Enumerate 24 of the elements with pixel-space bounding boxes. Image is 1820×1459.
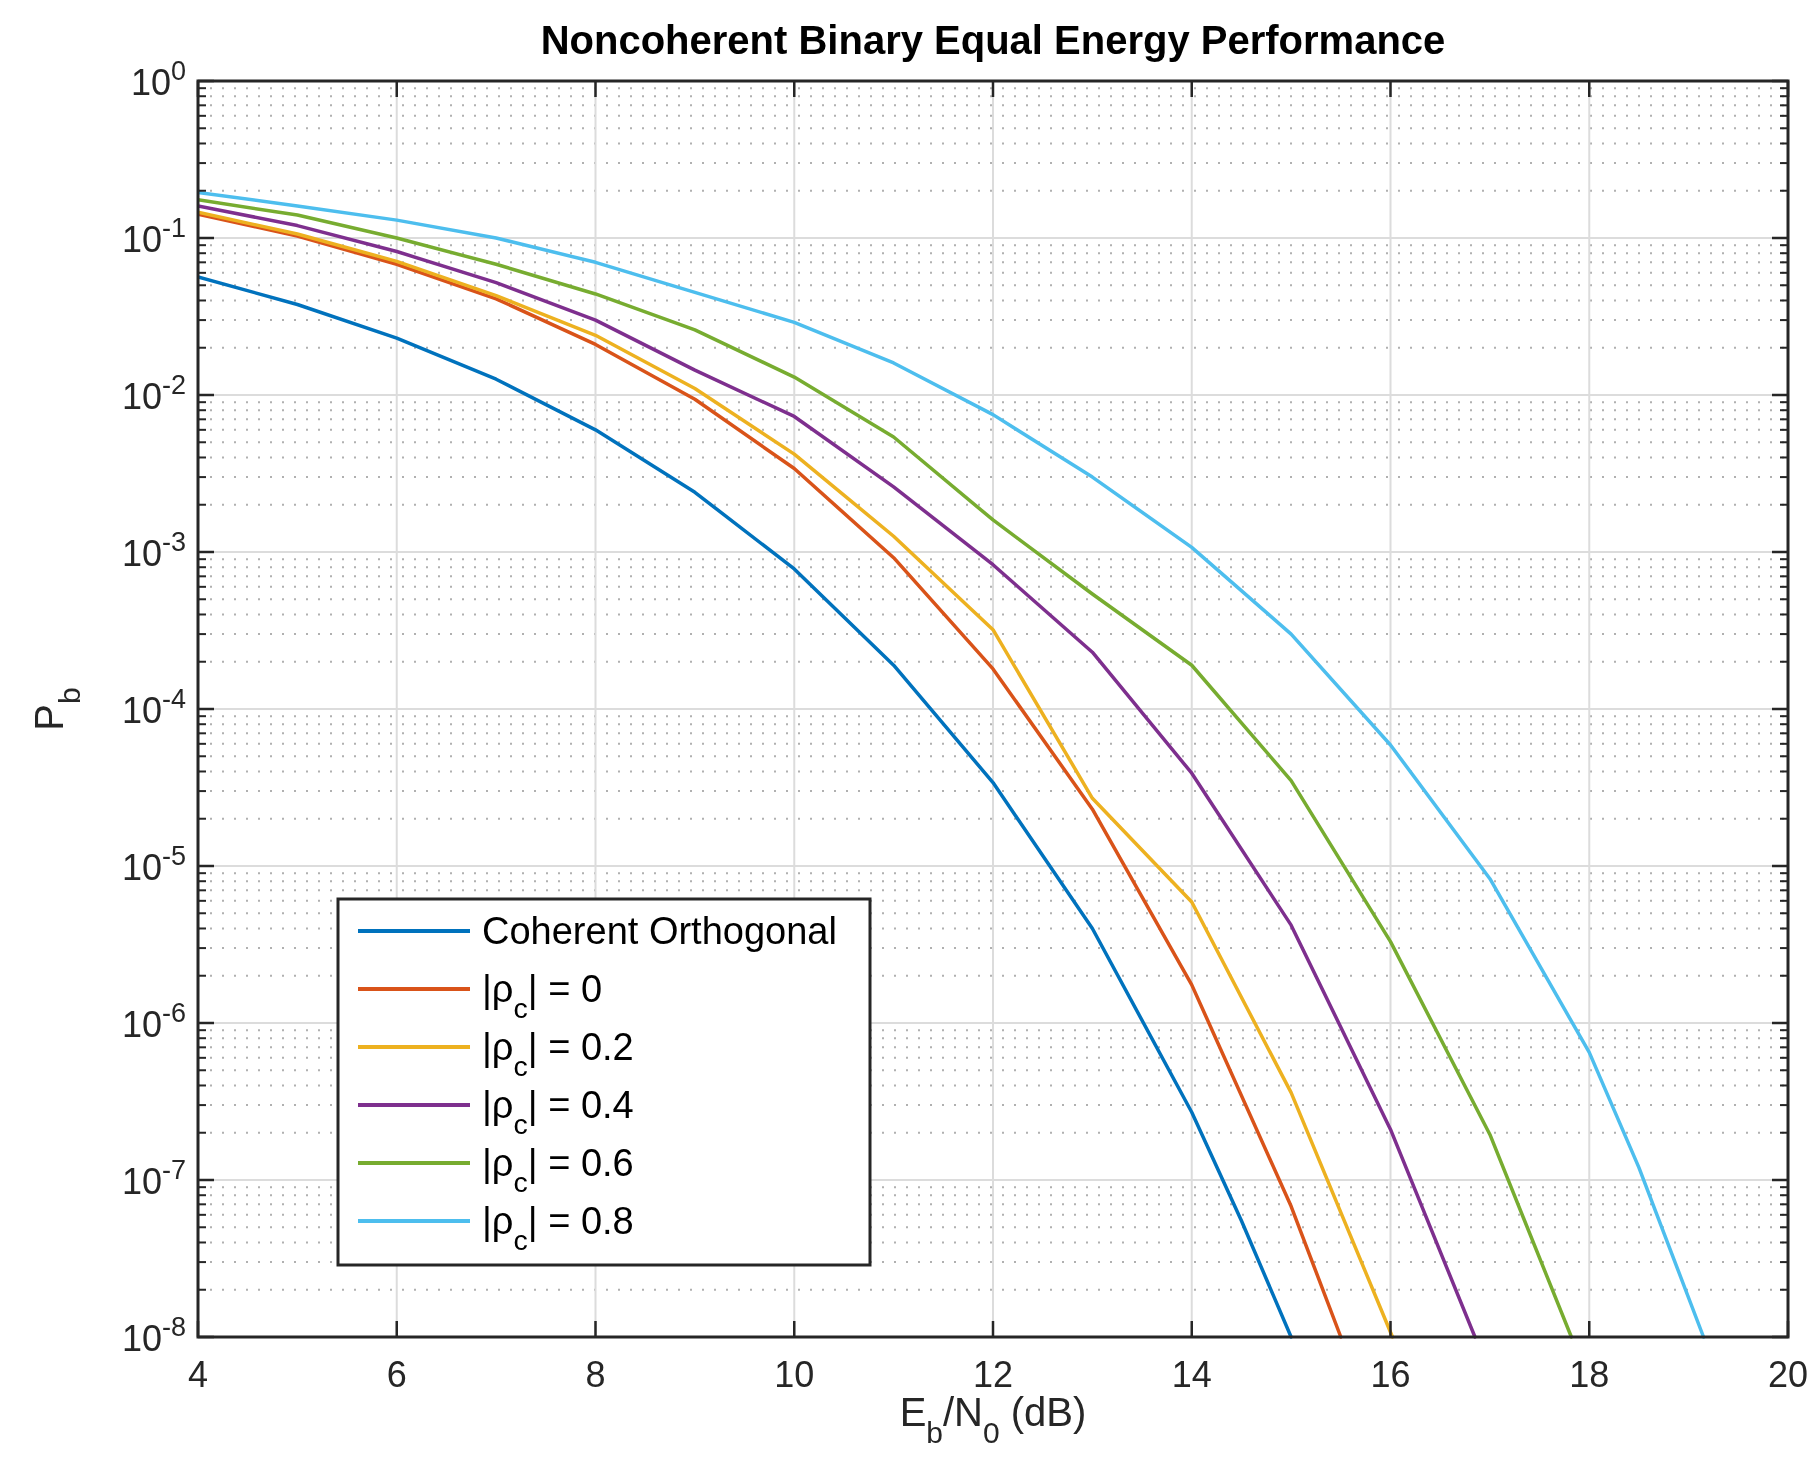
x-tick-label: 20 <box>1767 1354 1809 1395</box>
legend-label: |ρ$_{c}$| = 0.6 <box>482 1142 634 1198</box>
x-tick-label: 8 <box>585 1354 606 1395</box>
y-tick-label: 10$^{-5}$ <box>121 841 186 888</box>
x-tick-label: 10 <box>774 1354 815 1395</box>
y-tick-label: 10$^{-3}$ <box>121 527 186 574</box>
y-tick-label: 10$^{-8}$ <box>121 1312 186 1359</box>
y-tick-label: 10$^{-6}$ <box>121 998 186 1045</box>
x-tick-label: 18 <box>1569 1354 1610 1395</box>
legend-label: |ρ$_{c}$| = 0 <box>482 968 603 1024</box>
x-tick-label: 6 <box>386 1354 407 1395</box>
y-tick-label: 10$^{-7}$ <box>121 1155 186 1202</box>
x-tick-label: 4 <box>187 1354 209 1395</box>
legend-label: |ρ$_{c}$| = 0.2 <box>482 1026 634 1082</box>
chart-title: Noncoherent Binary Equal Energy Performance <box>540 18 1446 62</box>
legend-label: |ρ$_{c}$| = 0.4 <box>482 1084 634 1140</box>
legend-label: Coherent Orthogonal <box>482 910 837 952</box>
legend-label: |ρ$_{c}$| = 0.8 <box>482 1200 634 1256</box>
x-tick-label: 14 <box>1171 1354 1212 1395</box>
x-tick-label: 16 <box>1370 1354 1411 1395</box>
y-tick-label: 10$^{-2}$ <box>121 370 186 417</box>
y-tick-label: 10$^{-4}$ <box>121 684 186 731</box>
y-tick-label: 10$^{-1}$ <box>121 213 186 260</box>
y-tick-label: 10$^{0}$ <box>130 56 186 103</box>
